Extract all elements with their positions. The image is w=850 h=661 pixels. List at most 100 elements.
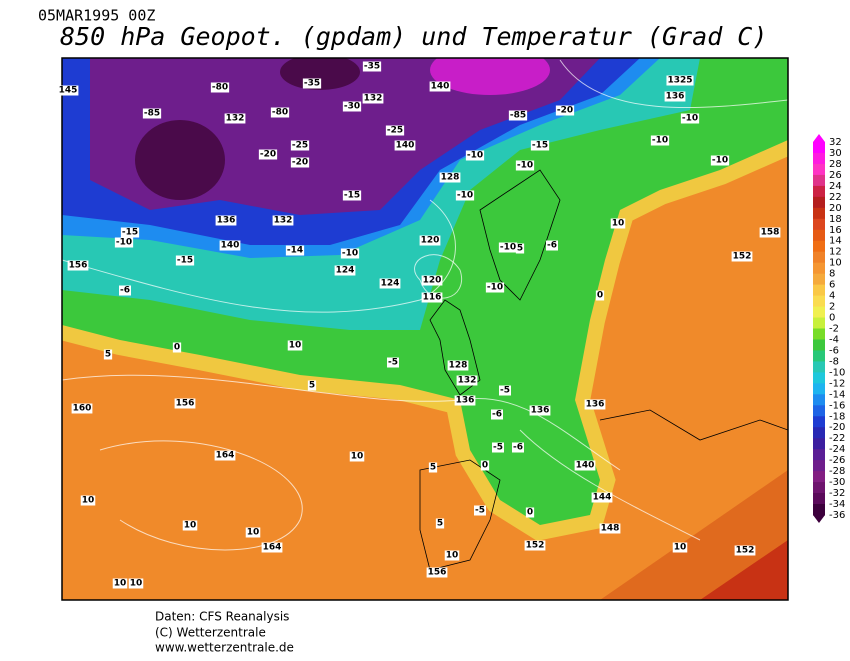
contour-label-box bbox=[219, 240, 241, 251]
colorbar-band bbox=[813, 405, 825, 417]
colorbar-band bbox=[813, 306, 825, 319]
colorbar-label: 4 bbox=[829, 291, 835, 302]
contour-label: 0 bbox=[597, 291, 603, 301]
contour-label: 10 bbox=[247, 528, 260, 538]
contour-label-box bbox=[71, 403, 93, 414]
title: 850 hPa Geopot. (gpdam) und Temperatur (… bbox=[60, 22, 767, 51]
contour-label: -15 bbox=[344, 191, 360, 201]
colorbar-label: 8 bbox=[829, 269, 835, 280]
colorbar-label: -14 bbox=[829, 389, 845, 400]
colorbar-band bbox=[813, 262, 825, 275]
colorbar-label: 26 bbox=[829, 170, 842, 181]
colorbar-band bbox=[813, 438, 825, 450]
contour-label: 10 bbox=[130, 579, 143, 589]
contour-label-box bbox=[444, 550, 460, 561]
colorbar-label: -28 bbox=[829, 466, 845, 477]
contour-label: -5 bbox=[388, 358, 398, 368]
contour-label-box bbox=[290, 140, 310, 151]
contour-label-box bbox=[574, 460, 596, 471]
contour-label-box bbox=[456, 375, 478, 386]
contour-label: 136 bbox=[217, 216, 236, 226]
contour-label: -6 bbox=[513, 443, 523, 453]
contour-label-box bbox=[429, 81, 451, 92]
colorbar-band bbox=[813, 174, 825, 187]
contour-label: 124 bbox=[381, 279, 400, 289]
contour-label: -6 bbox=[492, 410, 502, 420]
contour-label-box bbox=[270, 107, 290, 118]
contour-label-box bbox=[454, 395, 476, 406]
colorbar-arrow bbox=[813, 515, 825, 523]
colorbar-band bbox=[813, 504, 825, 516]
contour-label: 132 bbox=[274, 216, 293, 226]
contour-label-box bbox=[114, 237, 134, 248]
colorbar-label: -12 bbox=[829, 378, 845, 389]
contour-label: -20 bbox=[260, 150, 276, 160]
contour-label-box bbox=[175, 255, 195, 266]
contour-label-box bbox=[174, 398, 196, 409]
contour-label-box bbox=[680, 113, 700, 124]
contour-label: -14 bbox=[287, 246, 303, 256]
contour-label-box bbox=[261, 542, 283, 553]
contour-label: -10 bbox=[712, 156, 728, 166]
contour-label-box bbox=[258, 149, 278, 160]
contour-label-box bbox=[302, 78, 322, 89]
colorbar-band bbox=[813, 295, 825, 308]
contour-label-box bbox=[428, 462, 438, 473]
contour-label: 164 bbox=[216, 451, 235, 461]
contour-label-box bbox=[385, 125, 405, 136]
contour-label-box bbox=[499, 385, 511, 396]
contour-label: 148 bbox=[601, 524, 620, 534]
contour-label-box bbox=[595, 290, 605, 301]
colorbar-band bbox=[813, 240, 825, 253]
contour-label: -10 bbox=[652, 136, 668, 146]
contour-label-box bbox=[342, 190, 362, 201]
contour-label: -20 bbox=[557, 106, 573, 116]
contour-label-box bbox=[272, 215, 294, 226]
contour-label: -25 bbox=[292, 141, 308, 151]
contour-label-box bbox=[508, 110, 528, 121]
contour-label: 120 bbox=[421, 236, 440, 246]
contour-label: 160 bbox=[73, 404, 92, 414]
contour-label: 152 bbox=[733, 252, 752, 262]
contour-label: 0 bbox=[174, 343, 180, 353]
colorbar-label: -6 bbox=[829, 345, 839, 356]
colorbar-label: -20 bbox=[829, 422, 845, 433]
colorbar: 32302826242220181614121086420-2-4-6-8-10… bbox=[813, 134, 845, 523]
contour-label-box bbox=[650, 135, 670, 146]
contour-label: 10 bbox=[82, 496, 95, 506]
credit: www.wetterzentrale.de bbox=[155, 641, 294, 655]
contour-label-box bbox=[379, 278, 401, 289]
contour-label-box bbox=[421, 275, 443, 286]
date: 05MAR1995 00Z bbox=[38, 7, 155, 25]
contour-label-box bbox=[245, 527, 261, 538]
contour-label: 140 bbox=[431, 82, 450, 92]
colorbar-label: 2 bbox=[829, 302, 835, 313]
contour-label: 10 bbox=[114, 579, 127, 589]
colorbar-label: 12 bbox=[829, 247, 842, 258]
contour-label-box bbox=[426, 567, 448, 578]
colorbar-band bbox=[813, 361, 825, 373]
colorbar-label: 6 bbox=[829, 280, 835, 291]
colorbar-band bbox=[813, 207, 825, 220]
contour-label-box bbox=[334, 265, 356, 276]
contour-label: -85 bbox=[510, 111, 526, 121]
contour-label-box bbox=[172, 342, 182, 353]
contour-label: 136 bbox=[586, 400, 605, 410]
contour-label-box bbox=[524, 540, 546, 551]
contour-label-box bbox=[599, 523, 621, 534]
contour-label-box bbox=[480, 460, 490, 471]
colorbar-label: -4 bbox=[829, 334, 839, 345]
contour-label: 132 bbox=[226, 114, 245, 124]
colorbar-band bbox=[813, 317, 825, 329]
contour-label: -6 bbox=[120, 286, 130, 296]
contour-label-box bbox=[394, 140, 416, 151]
colorbar-label: -18 bbox=[829, 411, 845, 422]
contour-label: 10 bbox=[446, 551, 459, 561]
contour-label-box bbox=[349, 451, 365, 462]
contour-label-box bbox=[287, 340, 303, 351]
colorbar-label: 30 bbox=[829, 148, 842, 159]
contour-label-box bbox=[120, 227, 140, 238]
contour-label-box bbox=[666, 75, 694, 86]
colorbar-band bbox=[813, 427, 825, 439]
contour-label: 136 bbox=[531, 406, 550, 416]
